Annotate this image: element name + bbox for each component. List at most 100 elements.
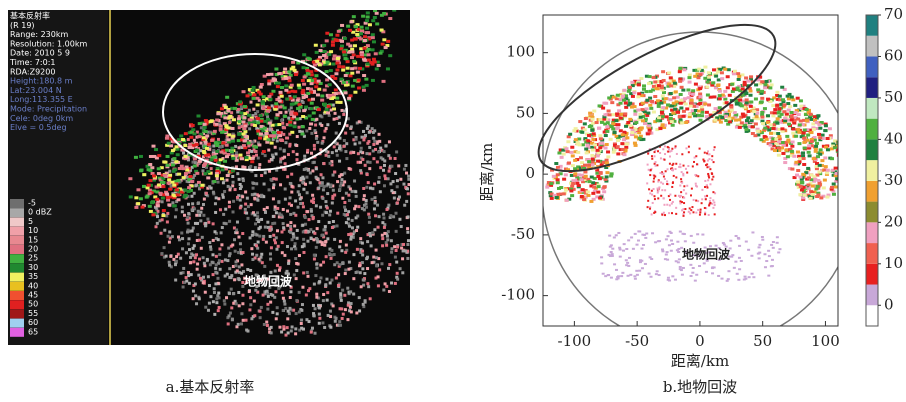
echo-cell <box>584 148 588 151</box>
echo-cell <box>185 280 188 283</box>
echo-cell <box>185 251 188 254</box>
echo-cell <box>711 173 713 175</box>
echo-cell <box>269 258 272 261</box>
echo-cell <box>325 127 328 130</box>
echo-cell <box>294 257 297 260</box>
echo-cell <box>792 155 796 158</box>
echo-cell <box>203 123 207 126</box>
echo-cell <box>839 155 843 158</box>
echo-cell <box>251 89 255 92</box>
echo-cell <box>625 136 629 139</box>
echo-cell <box>318 322 321 325</box>
echo-cell <box>761 122 765 125</box>
echo-cell <box>370 244 373 247</box>
echo-cell <box>381 221 384 224</box>
echo-cell <box>588 180 592 183</box>
echo-cell <box>834 167 838 170</box>
echo-cell <box>802 132 806 135</box>
echo-cell <box>260 306 263 309</box>
echo-cell <box>260 253 263 256</box>
echo-cell <box>728 94 732 97</box>
echo-cell <box>607 254 610 256</box>
echo-cell <box>148 179 152 182</box>
echo-cell <box>665 170 667 172</box>
echo-cell <box>803 194 807 197</box>
echo-cell <box>817 170 821 173</box>
echo-cell <box>139 155 143 158</box>
echo-cell <box>265 241 268 244</box>
echo-cell <box>658 274 661 276</box>
echo-cell <box>616 139 620 142</box>
echo-cell <box>613 236 616 238</box>
echo-cell <box>369 297 372 300</box>
echo-cell <box>267 106 271 109</box>
echo-cell <box>720 77 724 80</box>
echo-cell <box>277 201 280 204</box>
echo-cell <box>279 91 283 94</box>
echo-cell <box>805 108 809 111</box>
echo-cell <box>289 296 292 299</box>
echo-cell <box>696 233 699 235</box>
echo-cell <box>208 284 211 287</box>
echo-cell <box>323 103 327 106</box>
echo-cell <box>269 134 273 137</box>
echo-cell <box>744 128 748 131</box>
echo-cell <box>612 96 616 99</box>
echo-cell <box>188 282 191 285</box>
echo-cell <box>699 214 701 216</box>
echo-cell <box>379 166 382 169</box>
echo-cell <box>274 105 278 108</box>
echo-cell <box>658 127 662 130</box>
echo-cell <box>678 258 681 260</box>
echo-cell <box>314 274 317 277</box>
echo-cell <box>381 237 384 240</box>
echo-cell <box>134 196 138 199</box>
echo-cell <box>222 213 225 216</box>
echo-cell <box>698 92 702 95</box>
echo-cell <box>815 195 819 198</box>
echo-cell <box>381 244 384 247</box>
echo-cell <box>166 212 169 215</box>
echo-cell <box>697 109 701 112</box>
echo-cell <box>375 256 378 259</box>
echo-cell <box>613 263 616 265</box>
echo-cell <box>288 202 291 205</box>
echo-cell <box>238 146 241 149</box>
echo-cell <box>704 207 706 209</box>
echo-cell <box>383 217 386 220</box>
echo-cell <box>579 156 583 159</box>
echo-cell <box>386 208 389 211</box>
echo-cell <box>653 177 655 179</box>
echo-cell <box>183 155 187 158</box>
echo-cell <box>811 193 815 196</box>
echo-cell <box>707 150 709 152</box>
echo-cell <box>288 145 291 148</box>
echo-cell <box>556 193 560 196</box>
colorbar-band <box>866 243 878 264</box>
echo-cell <box>672 201 674 203</box>
echo-cell <box>852 192 856 195</box>
echo-cell <box>368 131 371 134</box>
echo-cell <box>760 90 764 93</box>
echo-cell <box>613 131 617 134</box>
echo-cell <box>232 210 235 213</box>
echo-cell <box>718 94 722 97</box>
echo-cell <box>817 133 821 136</box>
echo-cell <box>199 277 202 280</box>
echo-cell <box>667 71 671 74</box>
echo-cell <box>378 268 381 271</box>
echo-cell <box>358 296 361 299</box>
echo-cell <box>304 223 307 226</box>
echo-cell <box>341 69 345 72</box>
echo-cell <box>171 235 174 238</box>
echo-cell <box>703 160 705 162</box>
echo-cell <box>744 276 747 278</box>
echo-cell <box>676 111 680 114</box>
echo-cell <box>334 72 338 75</box>
legend-swatch <box>10 300 24 309</box>
echo-cell <box>210 187 213 190</box>
echo-cell <box>647 124 651 127</box>
echo-cell <box>215 297 218 300</box>
echo-cell <box>666 180 668 182</box>
echo-cell <box>360 147 363 150</box>
